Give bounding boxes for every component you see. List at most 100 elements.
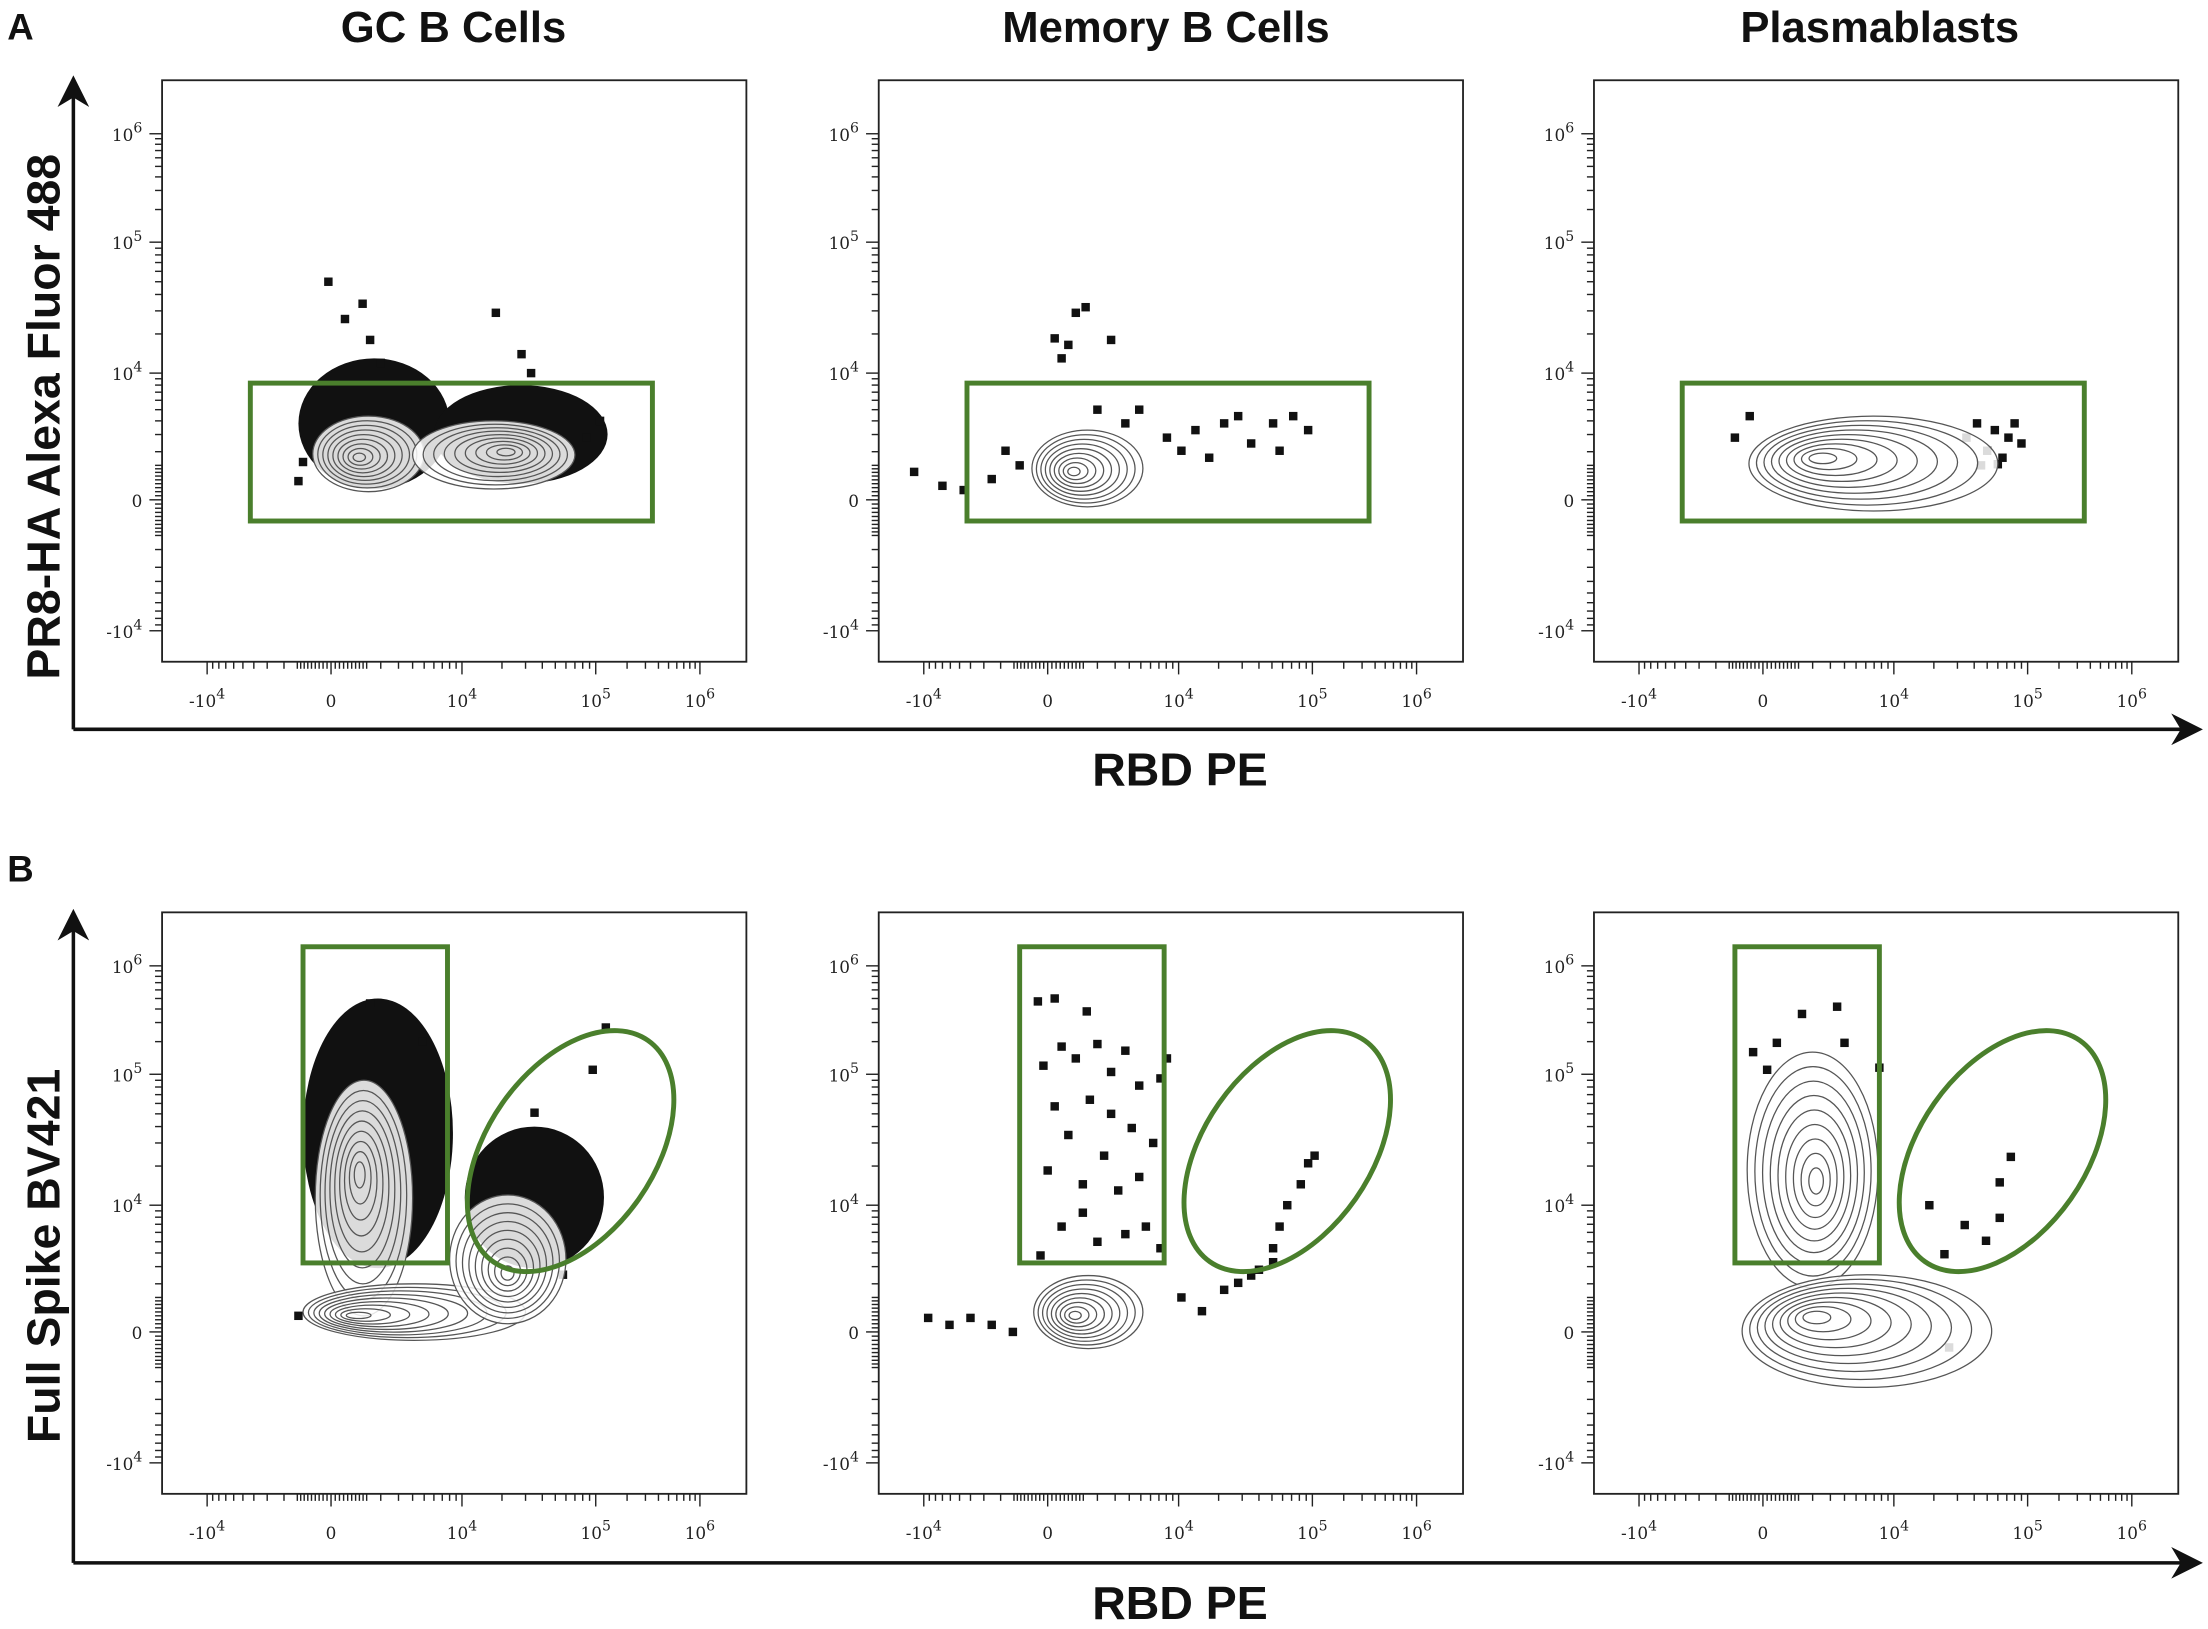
ellipse-gate <box>1181 1028 1393 1275</box>
contour-level <box>1808 1167 1824 1195</box>
x-tick-label: 104 <box>1879 1518 1909 1542</box>
event-dot <box>1745 411 1754 421</box>
plot-b-3: -104 0 104 105 106 106 105 104 0 -104 <box>1538 911 2180 1543</box>
event-dot <box>1219 1285 1229 1295</box>
x-tick-label: 105 <box>581 686 611 710</box>
x-tick-label: -104 <box>906 1518 942 1542</box>
y-tick-label: 104 <box>1544 360 1574 384</box>
event-dot <box>1233 1278 1243 1288</box>
axis-ticks <box>866 965 1418 1507</box>
contour-level <box>1754 1065 1872 1277</box>
y-tick-label: 104 <box>1544 1192 1574 1216</box>
plot-a-2: -104 0 104 105 106 106 105 104 0 -104 <box>823 79 1464 711</box>
plot-b-1: -104 0 104 105 106 106 105 104 0 -104 <box>106 911 748 1543</box>
event-dot <box>376 358 385 368</box>
event-dot <box>1998 453 2007 462</box>
y-tick-label: 105 <box>112 1061 142 1085</box>
y-tick-label: 0 <box>1564 491 1575 511</box>
event-dot <box>1039 1061 1048 1070</box>
plot-body <box>909 302 1313 508</box>
event-dot <box>1772 1038 1782 1048</box>
contour-level <box>1062 461 1089 481</box>
contour-level <box>1037 1279 1136 1346</box>
event-dot <box>1156 1074 1165 1083</box>
contour-level <box>1770 429 1939 494</box>
event-dot <box>1057 1222 1066 1231</box>
event-dot <box>340 314 350 324</box>
contour-level <box>500 1265 515 1281</box>
contour-level <box>1771 1292 1912 1357</box>
event-dot <box>1797 1009 1807 1019</box>
contour-level <box>1044 443 1120 496</box>
contour-level <box>329 1300 430 1328</box>
contour-level <box>1053 452 1105 489</box>
rectangle-gate <box>1679 380 2087 524</box>
rectangle-gate <box>247 380 655 524</box>
contour-level <box>1785 1123 1845 1230</box>
contour-level <box>1741 1274 1993 1389</box>
event-dot <box>966 1313 975 1323</box>
event-dot <box>1127 1123 1136 1133</box>
event-dot <box>298 457 308 467</box>
plot-frame <box>877 79 1464 663</box>
event-dot <box>1219 419 1229 428</box>
event-dot <box>358 299 367 308</box>
y-tick-label: 106 <box>1544 120 1574 144</box>
event-dot <box>1990 425 2000 435</box>
contour-level <box>1068 1310 1082 1321</box>
event-dot <box>1141 1222 1151 1231</box>
panel-letter-a: A <box>7 6 33 47</box>
x-tick-label: 104 <box>1163 1518 1193 1542</box>
event-dot <box>1303 1159 1313 1168</box>
event-dot <box>2006 1152 2016 1162</box>
event-dot <box>1121 1046 1130 1055</box>
contour-level <box>1800 1152 1831 1207</box>
contour-level <box>1792 1138 1838 1219</box>
contour-level <box>443 430 554 478</box>
event-dot <box>1114 1186 1123 1195</box>
event-dot <box>1057 354 1066 363</box>
event-dot <box>1972 419 1982 428</box>
x-tick-label: -104 <box>1621 1518 1657 1542</box>
contour-level <box>1040 438 1128 500</box>
x-tick-label: 0 <box>326 1523 337 1543</box>
contour-level <box>1800 447 1858 471</box>
plot-body <box>294 998 611 1341</box>
x-tick-label: 0 <box>1758 691 1769 711</box>
contour-level <box>334 1304 411 1325</box>
contour-level <box>348 1151 372 1205</box>
x-tick-label: 104 <box>447 1518 477 1542</box>
event-dot <box>294 1311 303 1321</box>
contour-level <box>1756 1283 1953 1373</box>
y-tick-label: 104 <box>829 1192 859 1216</box>
contour-level <box>1055 1297 1105 1332</box>
row-a-x-label: RBD PE <box>1092 744 1268 796</box>
contour-level <box>422 423 569 486</box>
event-dot <box>1177 1293 1186 1302</box>
contour-level <box>352 452 367 463</box>
x-tick-label: 104 <box>447 686 477 710</box>
event-dot <box>1762 1065 1772 1075</box>
event-dot <box>1995 1178 2004 1187</box>
y-tick-label: 106 <box>829 952 859 976</box>
x-tick-label: 106 <box>2117 686 2147 710</box>
contour-level <box>1802 1310 1832 1325</box>
axis-ticks <box>1581 965 2133 1507</box>
panel-letter-b: B <box>7 848 33 889</box>
event-dot <box>1064 1130 1073 1140</box>
y-tick-label: 106 <box>1544 952 1574 976</box>
event-dot <box>1078 1180 1088 1189</box>
rectangle-gate <box>964 380 1372 524</box>
x-tick-label: 105 <box>2012 686 2042 710</box>
contour-level <box>329 1110 396 1269</box>
axis-ticks <box>149 965 701 1507</box>
y-tick-label: 105 <box>1544 229 1574 253</box>
event-dot <box>1057 1042 1066 1051</box>
contour-level <box>327 429 403 481</box>
event-dot <box>1162 433 1172 442</box>
event-dot <box>1148 1138 1158 1148</box>
event-dot <box>1268 1257 1278 1267</box>
contour-level <box>1794 1306 1852 1333</box>
y-tick-label: -104 <box>1538 617 1574 641</box>
